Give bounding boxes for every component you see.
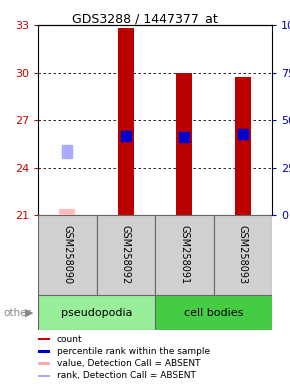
Point bbox=[240, 131, 245, 137]
Text: GSM258093: GSM258093 bbox=[238, 225, 248, 285]
Text: percentile rank within the sample: percentile rank within the sample bbox=[57, 347, 210, 356]
Text: count: count bbox=[57, 334, 82, 344]
Text: GSM258092: GSM258092 bbox=[121, 225, 131, 285]
Bar bbox=[38, 295, 155, 330]
Bar bbox=[213, 215, 272, 295]
Bar bbox=[38, 338, 50, 341]
Text: ▶: ▶ bbox=[25, 308, 33, 318]
Text: GSM258090: GSM258090 bbox=[62, 225, 72, 285]
Point bbox=[65, 150, 70, 156]
Text: other: other bbox=[3, 308, 31, 318]
Point bbox=[182, 134, 186, 141]
Text: GSM258091: GSM258091 bbox=[179, 225, 189, 285]
Text: rank, Detection Call = ABSENT: rank, Detection Call = ABSENT bbox=[57, 371, 195, 381]
Text: pseudopodia: pseudopodia bbox=[61, 308, 132, 318]
Bar bbox=[235, 77, 251, 215]
Bar bbox=[117, 28, 134, 215]
Bar bbox=[38, 350, 50, 353]
Bar bbox=[155, 295, 272, 330]
Bar bbox=[97, 215, 155, 295]
Bar bbox=[38, 215, 97, 295]
Bar bbox=[59, 209, 75, 215]
Text: cell bodies: cell bodies bbox=[184, 308, 243, 318]
Bar bbox=[155, 215, 213, 295]
Bar bbox=[176, 73, 193, 215]
Point bbox=[65, 147, 70, 153]
Text: GDS3288 / 1447377_at: GDS3288 / 1447377_at bbox=[72, 12, 218, 25]
Text: value, Detection Call = ABSENT: value, Detection Call = ABSENT bbox=[57, 359, 200, 368]
Point bbox=[124, 133, 128, 139]
Bar bbox=[38, 362, 50, 365]
Bar bbox=[38, 375, 50, 377]
